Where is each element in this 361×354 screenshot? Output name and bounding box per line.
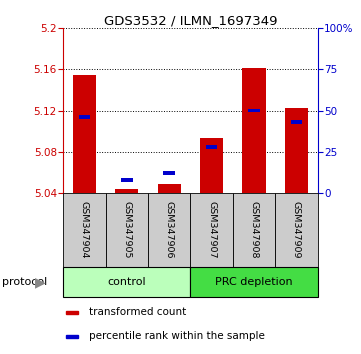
Text: control: control [108,277,146,287]
Text: GSM347906: GSM347906 [165,201,174,259]
Bar [121,178,132,182]
FancyBboxPatch shape [233,193,275,267]
Text: GSM347908: GSM347908 [249,201,258,259]
Bar [157,184,181,193]
Bar [206,145,217,149]
Bar [242,68,266,193]
Bar [285,108,308,193]
Bar [79,115,90,119]
Bar [164,171,175,175]
Bar [66,311,78,314]
Text: GSM347909: GSM347909 [292,201,301,259]
Text: GSM347905: GSM347905 [122,201,131,259]
Text: GSM347907: GSM347907 [207,201,216,259]
FancyBboxPatch shape [190,193,233,267]
Text: transformed count: transformed count [88,307,186,317]
Text: PRC depletion: PRC depletion [215,277,293,287]
Bar [73,75,96,193]
Text: ▶: ▶ [35,275,46,289]
Bar [248,109,260,113]
Bar [291,120,302,124]
Text: percentile rank within the sample: percentile rank within the sample [88,331,265,341]
Bar [200,138,223,193]
Title: GDS3532 / ILMN_1697349: GDS3532 / ILMN_1697349 [104,14,277,27]
Bar [66,335,78,338]
Bar [115,189,139,193]
FancyBboxPatch shape [190,267,318,297]
FancyBboxPatch shape [275,193,318,267]
FancyBboxPatch shape [63,193,105,267]
FancyBboxPatch shape [63,267,190,297]
FancyBboxPatch shape [105,193,148,267]
FancyBboxPatch shape [148,193,190,267]
Text: GSM347904: GSM347904 [80,201,89,259]
Text: protocol: protocol [2,277,47,287]
